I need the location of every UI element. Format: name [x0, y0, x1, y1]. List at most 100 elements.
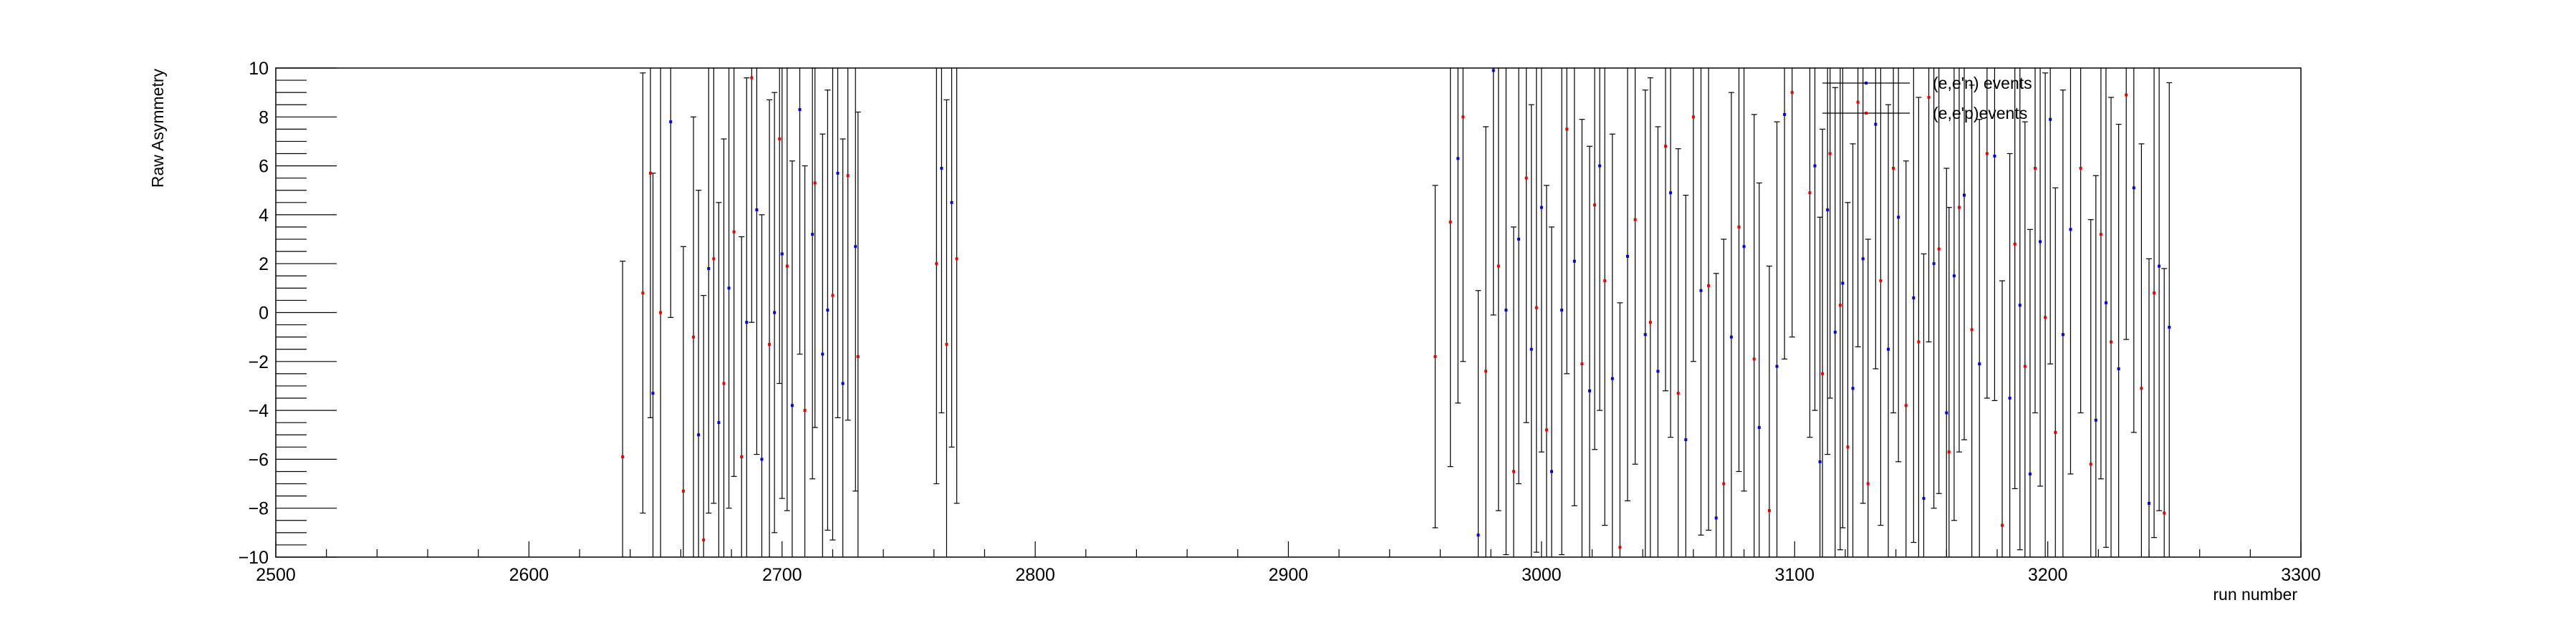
data-point-proton — [659, 311, 663, 314]
data-point-neutron — [760, 458, 764, 461]
data-point-neutron — [940, 167, 943, 170]
data-point-proton — [1879, 279, 1883, 283]
data-point-proton — [1767, 509, 1771, 513]
data-point-proton — [621, 455, 625, 458]
data-point-neutron — [1945, 411, 1948, 415]
data-point-proton — [1917, 340, 1921, 344]
data-point-neutron — [1598, 164, 1602, 168]
data-point-neutron — [950, 201, 953, 204]
data-point-proton — [1937, 247, 1941, 251]
data-point-neutron — [1912, 296, 1916, 300]
y-tick-label: 6 — [259, 157, 269, 177]
y-tick-label: 10 — [249, 59, 269, 79]
data-point-neutron — [773, 311, 777, 314]
x-tick-label: 2900 — [1269, 565, 1309, 585]
data-point-neutron — [1550, 470, 1554, 473]
data-point-proton — [856, 354, 860, 358]
y-tick-label: 4 — [259, 206, 269, 226]
data-point-proton — [1947, 450, 1951, 454]
data-point-proton — [1752, 357, 1756, 361]
y-tick-label: 0 — [259, 304, 269, 324]
data-point-neutron — [1588, 389, 1592, 392]
data-point-neutron — [1813, 164, 1817, 168]
data-point-proton — [2109, 340, 2113, 344]
data-point-proton — [2001, 523, 2004, 527]
data-point-proton — [732, 230, 736, 233]
data-point-neutron — [821, 352, 825, 356]
data-point-neutron — [1993, 154, 1996, 158]
data-point-neutron — [1874, 122, 1878, 126]
x-axis-title: run number — [2213, 585, 2297, 604]
data-point-proton — [2163, 511, 2166, 515]
data-point-proton — [1580, 362, 1584, 366]
data-point-neutron — [1826, 208, 1830, 212]
data-point-neutron — [2069, 228, 2072, 231]
data-point-proton — [1838, 304, 1842, 307]
data-point-neutron — [826, 309, 830, 312]
data-point-proton — [1484, 369, 1488, 373]
error-bars-layer — [620, 68, 2173, 557]
data-point-neutron — [1643, 333, 1647, 337]
data-point-proton — [813, 181, 817, 185]
data-point-proton — [1821, 372, 1825, 375]
data-point-proton — [1790, 91, 1794, 95]
data-point-neutron — [2147, 501, 2150, 505]
data-point-neutron — [2132, 186, 2135, 190]
legend-marker — [1865, 82, 1868, 84]
data-point-proton — [1534, 306, 1538, 309]
data-point-proton — [1856, 100, 1860, 104]
y-tick-label: −2 — [248, 352, 269, 372]
data-point-proton — [641, 291, 645, 295]
data-point-proton — [768, 342, 772, 346]
data-point-neutron — [2094, 418, 2097, 422]
y-tick-label: −8 — [248, 499, 269, 519]
legend-label: (e,e'n) events — [1933, 74, 2032, 92]
x-tick-label: 3300 — [2281, 565, 2321, 585]
data-point-neutron — [1684, 438, 1688, 442]
data-point-neutron — [1517, 238, 1521, 241]
data-point-neutron — [1714, 516, 1718, 520]
data-point-neutron — [1626, 254, 1630, 258]
data-point-proton — [1808, 191, 1812, 195]
data-point-proton — [846, 174, 850, 178]
data-point-proton — [1618, 546, 1622, 549]
data-point-neutron — [790, 404, 794, 407]
data-point-proton — [1461, 115, 1465, 119]
data-point-proton — [1985, 152, 1989, 155]
data-point-proton — [1664, 145, 1668, 148]
data-point-proton — [785, 264, 789, 268]
data-point-proton — [2023, 364, 2027, 368]
data-point-proton — [1892, 167, 1895, 170]
data-point-proton — [740, 455, 744, 458]
data-point-proton — [1866, 482, 1870, 486]
data-point-neutron — [2008, 397, 2012, 400]
data-point-proton — [1603, 279, 1607, 283]
data-point-neutron — [1656, 369, 1660, 373]
data-point-neutron — [755, 208, 759, 212]
data-point-neutron — [2168, 325, 2171, 329]
data-point-neutron — [2061, 333, 2065, 337]
data-point-proton — [1544, 428, 1548, 432]
data-point-neutron — [1833, 330, 1837, 334]
data-point-neutron — [2018, 304, 2022, 307]
data-point-proton — [831, 294, 835, 297]
data-point-proton — [1524, 176, 1528, 180]
x-tick-label: 2600 — [509, 565, 549, 585]
data-point-neutron — [1729, 335, 1733, 339]
x-tick-label: 2500 — [256, 565, 296, 585]
data-point-proton — [1676, 392, 1680, 395]
legend-label: (e,e'p)events — [1933, 104, 2027, 122]
data-point-neutron — [1669, 191, 1673, 195]
data-point-neutron — [1456, 157, 1460, 160]
data-point-proton — [945, 342, 948, 346]
data-point-neutron — [2117, 367, 2120, 371]
data-point-proton — [1433, 354, 1437, 358]
x-tick-label: 2800 — [1015, 565, 1055, 585]
data-point-neutron — [854, 245, 857, 248]
data-point-proton — [2140, 387, 2143, 390]
data-point-proton — [1633, 218, 1637, 221]
data-point-proton — [2099, 233, 2102, 236]
y-tick-label: 2 — [259, 254, 269, 274]
y-tick-label: −4 — [248, 401, 269, 421]
